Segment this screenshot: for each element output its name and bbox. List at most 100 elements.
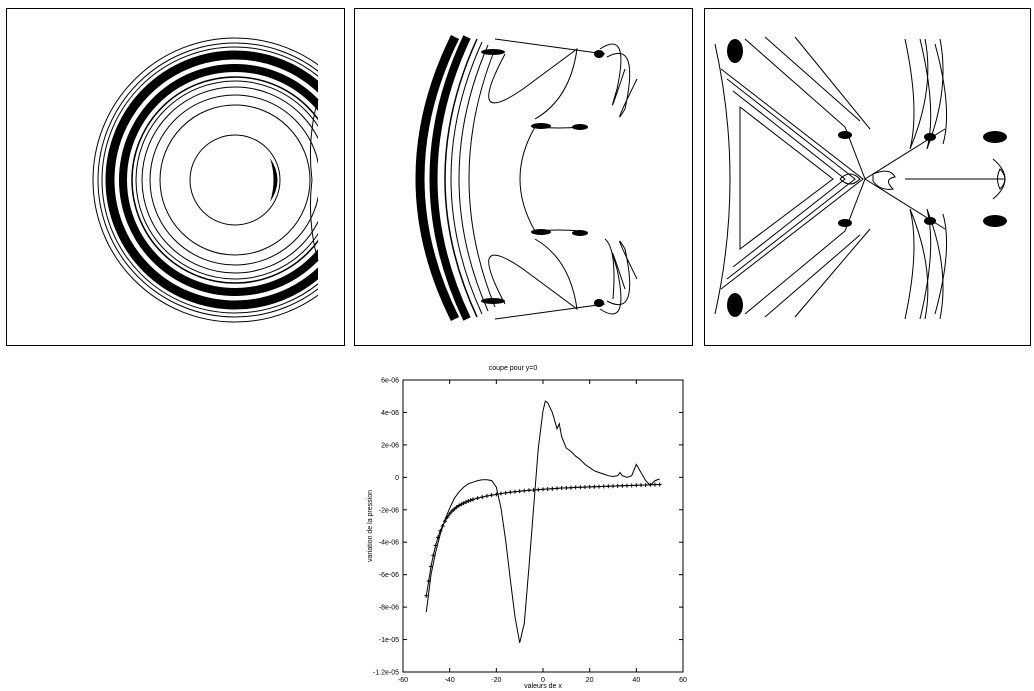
x-tick-label: -60 bbox=[398, 677, 408, 684]
y-tick-label: 6e-06 bbox=[381, 378, 399, 385]
contour-arc bbox=[488, 238, 578, 311]
contour-triangle bbox=[739, 105, 834, 251]
contour-plot-arcs bbox=[415, 35, 638, 322]
contour-band bbox=[119, 64, 318, 296]
contour-dark-spot bbox=[572, 230, 588, 236]
series-point bbox=[447, 511, 452, 516]
series-point bbox=[494, 492, 499, 497]
contour-cross bbox=[864, 128, 1005, 230]
contour-dark-spot bbox=[838, 131, 852, 139]
series-point bbox=[527, 488, 531, 493]
chart-title: coupe pour y=0 bbox=[489, 365, 538, 372]
series-point bbox=[583, 485, 587, 490]
series-point bbox=[634, 483, 639, 488]
contour-fan bbox=[919, 38, 944, 150]
series-point bbox=[625, 483, 629, 488]
contour-right-edge bbox=[309, 98, 319, 262]
contour-dark-spot bbox=[727, 293, 743, 317]
contour-arc bbox=[468, 48, 496, 308]
contour-triangle bbox=[732, 90, 846, 268]
series-point bbox=[464, 499, 468, 504]
contour-right-upper bbox=[599, 43, 626, 106]
contour-lower-edge bbox=[494, 303, 606, 320]
series-point bbox=[611, 484, 615, 489]
series-point bbox=[592, 484, 597, 489]
series-point bbox=[433, 543, 438, 548]
y-tick-label: 0 bbox=[395, 475, 399, 482]
series-point bbox=[445, 515, 450, 520]
contour-diagonal bbox=[764, 234, 861, 318]
contour-dark-spot bbox=[481, 49, 505, 55]
series-point bbox=[475, 496, 480, 501]
contour-panel-3 bbox=[704, 8, 1031, 346]
series-point bbox=[517, 489, 522, 494]
y-tick-label: -1.2e-05 bbox=[373, 670, 399, 677]
contour-arc-band bbox=[429, 35, 471, 321]
series-point bbox=[450, 509, 454, 514]
series-point bbox=[426, 579, 431, 584]
contour-right-lower bbox=[599, 252, 626, 315]
contour-right-upper bbox=[604, 238, 615, 300]
x-tick-label: 60 bbox=[679, 677, 687, 684]
series-point bbox=[499, 491, 503, 496]
contour-dark-spot bbox=[481, 298, 505, 304]
contour-fan bbox=[934, 43, 948, 145]
contour-dark-spot bbox=[727, 39, 743, 63]
contour-dark-spot bbox=[572, 124, 588, 130]
contour-ring bbox=[141, 86, 318, 274]
contour-dark-spot bbox=[983, 215, 1007, 227]
series-point bbox=[597, 484, 601, 489]
contour-triangle bbox=[720, 68, 864, 290]
contour-arc bbox=[458, 44, 489, 312]
series-point bbox=[559, 486, 564, 491]
contour-dark-spot bbox=[983, 131, 1007, 143]
y-axis-label: variation de la pression bbox=[367, 490, 374, 562]
x-axis: -60 -40 -20 0 20 40 60 bbox=[398, 380, 687, 684]
contour-plot-interference bbox=[714, 36, 1007, 320]
contour-dark-spot bbox=[924, 133, 936, 141]
contour-arc bbox=[488, 47, 578, 120]
series-point bbox=[436, 535, 440, 540]
contour-fan bbox=[919, 208, 944, 320]
contour-triangle-small bbox=[872, 170, 896, 190]
contour-dark-spot bbox=[594, 299, 604, 307]
series-point bbox=[503, 490, 508, 495]
series-point bbox=[564, 485, 569, 490]
contour-diagonal bbox=[794, 228, 871, 318]
contour-ring bbox=[131, 76, 318, 284]
contour-plot-rings bbox=[92, 37, 319, 323]
series-point bbox=[471, 497, 475, 502]
series-point bbox=[429, 564, 433, 569]
y-tick-label: 2e-06 bbox=[381, 442, 399, 449]
contour-arc bbox=[450, 41, 483, 315]
contour-right-lower bbox=[606, 240, 638, 306]
series-point bbox=[648, 482, 653, 487]
series-point bbox=[489, 493, 494, 498]
series-point bbox=[629, 483, 634, 488]
contour-left-edge bbox=[714, 43, 731, 315]
contour-dark-spot bbox=[838, 219, 852, 227]
series-point bbox=[513, 489, 517, 494]
x-tick-label: 20 bbox=[586, 677, 594, 684]
series-point bbox=[438, 528, 443, 533]
series-point bbox=[657, 482, 662, 487]
contour-ring bbox=[135, 80, 318, 280]
series-point bbox=[531, 487, 536, 492]
contour-diagonal bbox=[794, 36, 871, 130]
series-point bbox=[424, 593, 429, 598]
series-point bbox=[653, 482, 657, 487]
series-point bbox=[461, 501, 466, 506]
contour-ring bbox=[92, 37, 318, 323]
contour-panel-1 bbox=[6, 8, 345, 346]
plot-frame bbox=[402, 379, 684, 673]
contour-ring bbox=[159, 104, 311, 256]
series-point bbox=[555, 486, 559, 491]
y-tick-label: -4e-06 bbox=[379, 540, 399, 547]
series-point bbox=[536, 487, 541, 492]
contour-dark-spot bbox=[924, 217, 936, 225]
contour-dark-spot bbox=[594, 50, 604, 58]
series-point bbox=[443, 519, 447, 524]
x-tick-label: -40 bbox=[445, 677, 455, 684]
contour-arc bbox=[444, 38, 478, 318]
series-point bbox=[606, 484, 611, 489]
